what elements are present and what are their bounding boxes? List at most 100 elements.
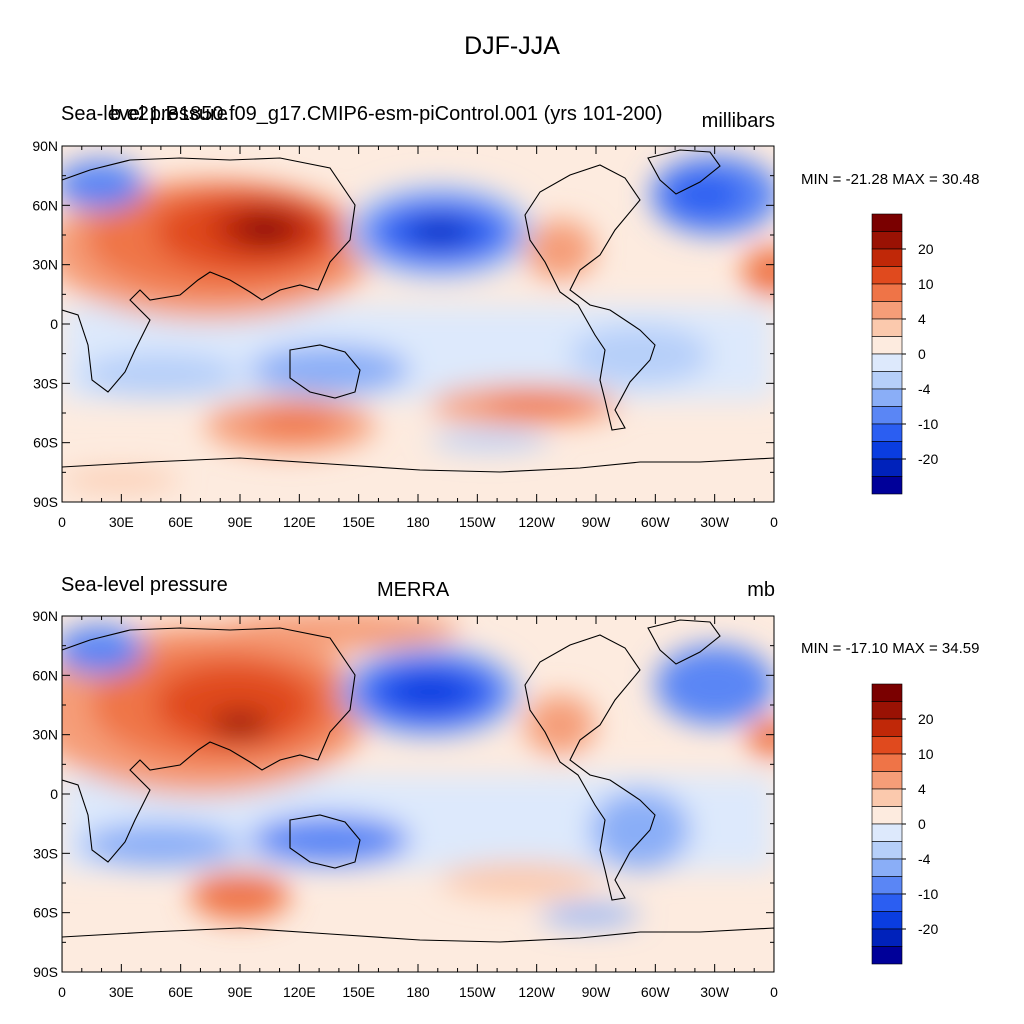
panel1-colorbar-box — [871, 406, 903, 425]
panel2-colorbar-box — [871, 771, 903, 790]
panel2-lon-label: 120W — [518, 984, 555, 1000]
panel2-lon-label: 60E — [168, 984, 193, 1000]
panel2-colorbar-box — [871, 858, 903, 877]
panel1-lat-label: 90S — [33, 494, 58, 510]
panel1-lon-label: 180 — [406, 514, 430, 530]
panel2-lat-label: 30S — [33, 845, 58, 861]
panel2-lon-label: 150W — [459, 984, 496, 1000]
panel2-lon-label: 0 — [58, 984, 66, 1000]
panel1-lon-label: 150W — [459, 514, 496, 530]
panel1-center-title: b.e21.B1850.f09_g17.CMIP6-esm-piControl.… — [110, 103, 663, 125]
panel1-colorbar-box — [871, 301, 903, 320]
panel1-colorbar-box — [871, 248, 903, 267]
panel1-lat-label: 60S — [33, 435, 58, 451]
panel2-colorbar-label: -10 — [918, 886, 938, 902]
panel2-left-title: Sea-level pressure — [61, 574, 228, 596]
panel1-lon-label: 120W — [518, 514, 555, 530]
panel2-colorbar-label: 10 — [918, 746, 934, 762]
panel1-colorbar-box — [871, 318, 903, 337]
panel1-minmax: MIN = -21.28 MAX = 30.48 — [801, 171, 980, 188]
panel2-colorbar-label: -4 — [918, 851, 931, 867]
panel2-lat-label: 90S — [33, 964, 58, 980]
panel2-colorbar-label: 0 — [918, 816, 926, 832]
panel1-lat-label: 60N — [32, 197, 58, 213]
panel1-lon-label: 60E — [168, 514, 193, 530]
panel1-colorbar-box — [871, 336, 903, 355]
panel1-colorbar-box — [871, 441, 903, 460]
panel2-lat-label: 60S — [33, 905, 58, 921]
panel2-colorbar: 20 10 4 0 -4 -10 -20 — [871, 683, 938, 965]
panel1-lon-label: 30W — [700, 514, 730, 530]
panel1-colorbar-label: -4 — [918, 381, 931, 397]
panel2-colorbar-label: -20 — [918, 921, 938, 937]
panel1-colorbar-box — [871, 458, 903, 477]
panel2-lat-label: 30N — [32, 727, 58, 743]
panel1-left-title: Sea-level pressure — [61, 103, 228, 125]
panel2-lon-label: 120E — [283, 984, 316, 1000]
panel2-lon-label: 0 — [770, 984, 778, 1000]
panel1-colorbar-box — [871, 266, 903, 285]
panel1-lat-label: 30S — [33, 375, 58, 391]
panel2-colorbar-box — [871, 893, 903, 912]
panel1-colorbar-box — [871, 353, 903, 372]
panel2-colorbar-box — [871, 823, 903, 842]
panel1-colorbar-label: 4 — [918, 311, 926, 327]
panel2-lon-label: 90E — [228, 984, 253, 1000]
panel1-lon-label: 150E — [342, 514, 375, 530]
panel1-colorbar-box — [871, 423, 903, 442]
panel2-lat-label: 90N — [32, 608, 58, 624]
main-title: DJF-JJA — [464, 32, 560, 60]
panel2-colorbar-box — [871, 928, 903, 947]
panel1-colorbar: 20 10 4 0 -4 -10 -20 — [871, 213, 938, 495]
panel1-lon-label: 120E — [283, 514, 316, 530]
panel2-lon-label: 60W — [641, 984, 671, 1000]
panel2-lon-label: 180 — [406, 984, 430, 1000]
panel1-lon-label: 90W — [582, 514, 612, 530]
panel2-colorbar-box — [871, 701, 903, 720]
panel1-colorbar-box — [871, 283, 903, 302]
panel1-colorbar-box — [871, 231, 903, 250]
panel2-colorbar-box — [871, 736, 903, 755]
panel2-colorbar-box — [871, 683, 903, 702]
panel2-colorbar-label: 4 — [918, 781, 926, 797]
panel2-colorbar-label: 20 — [918, 711, 934, 727]
panel2-colorbar-box — [871, 841, 903, 860]
panel2-colorbar-box — [871, 876, 903, 895]
panel2-center-title: MERRA — [377, 579, 450, 601]
panel2-lat-label: 0 — [50, 786, 58, 802]
panel1-colorbar-box — [871, 213, 903, 232]
panel1-lat-label: 90N — [32, 138, 58, 154]
panel2-field — [62, 616, 774, 972]
panel1-lat-label: 0 — [50, 316, 58, 332]
panel1-right-title: millibars — [701, 110, 775, 132]
panel1-lon-label: 30E — [109, 514, 134, 530]
panel2-lon-label: 90W — [582, 984, 612, 1000]
panel1-lat-label: 30N — [32, 257, 58, 273]
panel2-colorbar-box — [871, 753, 903, 772]
panel2-right-title: mb — [747, 579, 775, 601]
panel1-lon-label: 0 — [58, 514, 66, 530]
panel2-colorbar-box — [871, 911, 903, 930]
panel2-colorbar-box — [871, 788, 903, 807]
panel1-lon-label: 90E — [228, 514, 253, 530]
panel1-colorbar-label: 0 — [918, 346, 926, 362]
panel2-lat-label: 60N — [32, 667, 58, 683]
panel2-colorbar-box — [871, 718, 903, 737]
panel2-lon-label: 30E — [109, 984, 134, 1000]
panel1-field — [62, 146, 774, 502]
panel2-colorbar-box — [871, 806, 903, 825]
panel2-colorbar-box — [871, 946, 903, 965]
panel1-colorbar-box — [871, 388, 903, 407]
panel1-colorbar-label: 10 — [918, 276, 934, 292]
panel2-lon-label: 30W — [700, 984, 730, 1000]
panel1-colorbar-label: -10 — [918, 416, 938, 432]
panel1-colorbar-label: 20 — [918, 241, 934, 257]
panel1-colorbar-box — [871, 476, 903, 495]
panel1-colorbar-box — [871, 371, 903, 390]
panel2-lon-label: 150E — [342, 984, 375, 1000]
